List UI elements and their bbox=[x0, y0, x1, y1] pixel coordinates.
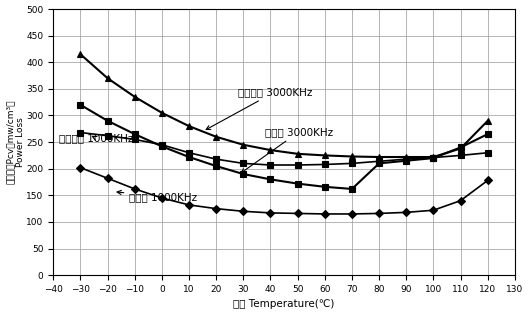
现有材料 3000KHz bbox=[430, 155, 436, 159]
现有材料 3000KHz bbox=[240, 143, 247, 147]
现有材料 1000KHz bbox=[349, 162, 355, 165]
本发明 1000KHz bbox=[403, 210, 409, 214]
本发明 1000KHz bbox=[349, 212, 355, 216]
本发明 1000KHz bbox=[430, 208, 436, 212]
本发明 1000KHz bbox=[458, 199, 464, 203]
现有材料 3000KHz bbox=[77, 52, 84, 56]
本发明 1000KHz bbox=[376, 212, 382, 215]
本发明 3000KHz bbox=[213, 164, 220, 168]
现有材料 1000KHz bbox=[267, 163, 273, 167]
Line: 本发明 1000KHz: 本发明 1000KHz bbox=[78, 165, 490, 217]
现有材料 3000KHz bbox=[322, 153, 328, 157]
现有材料 1000KHz bbox=[213, 157, 220, 161]
现有材料 3000KHz bbox=[349, 155, 355, 158]
现有材料 3000KHz bbox=[376, 155, 382, 159]
本发明 3000KHz bbox=[430, 156, 436, 160]
本发明 3000KHz bbox=[132, 132, 138, 136]
本发明 3000KHz bbox=[240, 172, 247, 176]
Text: 现有材料 3000KHz: 现有材料 3000KHz bbox=[206, 87, 312, 129]
本发明 3000KHz bbox=[322, 185, 328, 189]
现有材料 3000KHz bbox=[403, 155, 409, 159]
本发明 3000KHz bbox=[376, 162, 382, 165]
Line: 现有材料 3000KHz: 现有材料 3000KHz bbox=[78, 52, 490, 160]
Text: 本发明 3000KHz: 本发明 3000KHz bbox=[241, 127, 333, 173]
本发明 3000KHz bbox=[403, 159, 409, 163]
现有材料 1000KHz bbox=[159, 143, 165, 147]
本发明 3000KHz bbox=[186, 155, 192, 159]
Text: 本发明 1000KHz: 本发明 1000KHz bbox=[117, 190, 197, 202]
现有材料 3000KHz bbox=[295, 152, 301, 156]
本发明 3000KHz bbox=[458, 146, 464, 149]
本发明 3000KHz bbox=[349, 187, 355, 191]
现有材料 1000KHz bbox=[295, 163, 301, 167]
现有材料 3000KHz bbox=[213, 135, 220, 139]
现有材料 1000KHz bbox=[322, 163, 328, 166]
本发明 1000KHz bbox=[186, 203, 192, 207]
现有材料 1000KHz bbox=[77, 131, 84, 135]
本发明 3000KHz bbox=[159, 145, 165, 148]
X-axis label: 温度 Temperature(℃): 温度 Temperature(℃) bbox=[233, 300, 335, 309]
本发明 3000KHz bbox=[295, 182, 301, 186]
本发明 1000KHz bbox=[132, 187, 138, 191]
现有材料 3000KHz bbox=[267, 148, 273, 152]
现有材料 1000KHz bbox=[458, 153, 464, 157]
Line: 本发明 3000KHz: 本发明 3000KHz bbox=[78, 102, 490, 192]
现有材料 3000KHz bbox=[159, 111, 165, 115]
现有材料 1000KHz bbox=[240, 162, 247, 165]
本发明 3000KHz bbox=[267, 177, 273, 181]
现有材料 1000KHz bbox=[376, 159, 382, 163]
现有材料 3000KHz bbox=[458, 146, 464, 150]
本发明 1000KHz bbox=[213, 207, 220, 210]
现有材料 3000KHz bbox=[485, 119, 491, 123]
本发明 3000KHz bbox=[485, 132, 491, 136]
本发明 3000KHz bbox=[77, 103, 84, 107]
Y-axis label: 功率损耗Pcv（mw/cm³）
Power Loss: 功率损耗Pcv（mw/cm³） Power Loss bbox=[6, 100, 25, 184]
本发明 1000KHz bbox=[485, 179, 491, 182]
Line: 现有材料 1000KHz: 现有材料 1000KHz bbox=[78, 130, 490, 168]
现有材料 1000KHz bbox=[186, 151, 192, 155]
现有材料 3000KHz bbox=[186, 124, 192, 128]
本发明 1000KHz bbox=[104, 176, 111, 180]
现有材料 1000KHz bbox=[403, 157, 409, 161]
本发明 1000KHz bbox=[240, 209, 247, 213]
Text: 现有材料 1000KHz: 现有材料 1000KHz bbox=[59, 133, 133, 143]
现有材料 1000KHz bbox=[485, 151, 491, 155]
本发明 1000KHz bbox=[295, 212, 301, 215]
现有材料 1000KHz bbox=[430, 156, 436, 159]
现有材料 3000KHz bbox=[132, 95, 138, 99]
本发明 3000KHz bbox=[104, 119, 111, 123]
本发明 1000KHz bbox=[77, 166, 84, 169]
现有材料 1000KHz bbox=[104, 134, 111, 138]
现有材料 3000KHz bbox=[104, 76, 111, 80]
本发明 1000KHz bbox=[267, 211, 273, 215]
本发明 1000KHz bbox=[322, 212, 328, 216]
本发明 1000KHz bbox=[159, 196, 165, 200]
现有材料 1000KHz bbox=[132, 138, 138, 141]
